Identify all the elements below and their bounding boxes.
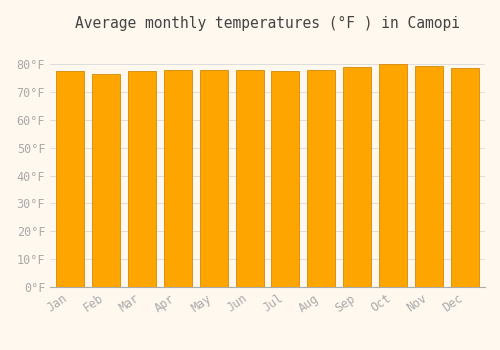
- Bar: [164, 70, 192, 287]
- Bar: [344, 67, 371, 287]
- Bar: [416, 66, 444, 287]
- Bar: [128, 71, 156, 287]
- Bar: [380, 64, 407, 287]
- Bar: [308, 70, 336, 287]
- Title: Average monthly temperatures (°F ) in Camopi: Average monthly temperatures (°F ) in Ca…: [75, 16, 460, 31]
- Bar: [236, 70, 264, 287]
- Bar: [272, 71, 299, 287]
- Bar: [56, 71, 84, 287]
- Bar: [200, 70, 228, 287]
- Bar: [451, 69, 479, 287]
- Bar: [92, 74, 120, 287]
